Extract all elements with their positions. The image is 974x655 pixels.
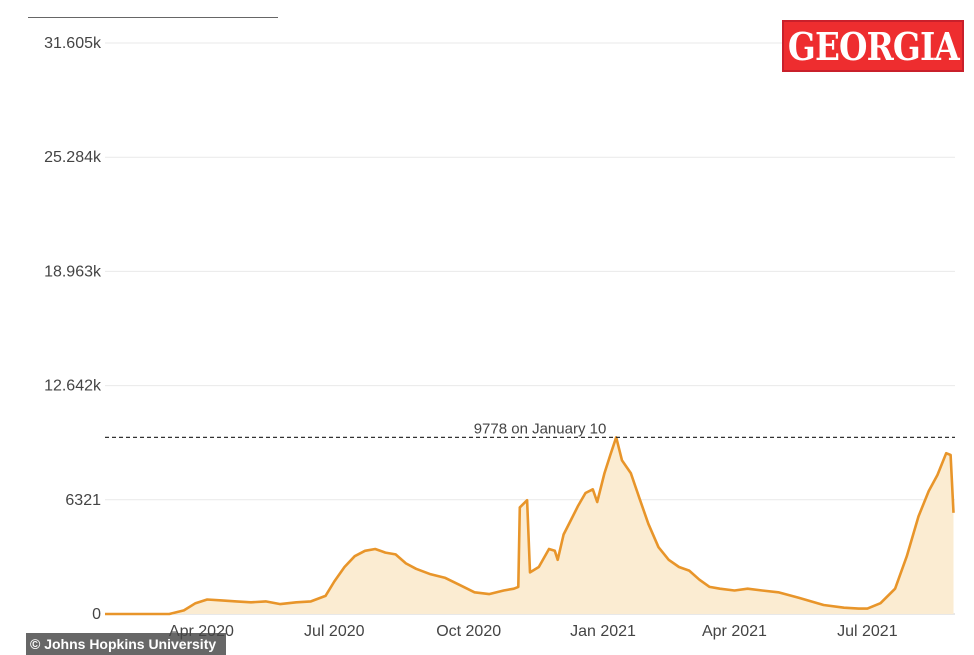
top-rule xyxy=(28,17,278,18)
x-tick-label: Apr 2021 xyxy=(702,623,767,640)
x-tick-label: Jan 2021 xyxy=(570,623,636,640)
cases-area xyxy=(105,437,954,614)
y-tick-label: 31.605k xyxy=(44,35,102,52)
y-tick-label: 18.963k xyxy=(44,263,102,280)
x-tick-label: Jul 2021 xyxy=(837,623,898,640)
state-badge-text: GEORGIA xyxy=(787,23,960,69)
y-tick-label: 25.284k xyxy=(44,149,102,166)
cases-line xyxy=(105,436,955,616)
y-tick-label: 12.642k xyxy=(44,378,102,395)
x-tick-label: Jul 2020 xyxy=(304,623,365,640)
y-tick-label: 6321 xyxy=(65,492,101,509)
peak-annotation: 9778 on January 10 xyxy=(474,420,607,437)
state-badge: GEORGIA xyxy=(782,20,964,72)
x-tick-label: Oct 2020 xyxy=(436,623,501,640)
y-tick-label: 0 xyxy=(92,606,101,623)
source-credit: © Johns Hopkins University xyxy=(26,633,227,655)
